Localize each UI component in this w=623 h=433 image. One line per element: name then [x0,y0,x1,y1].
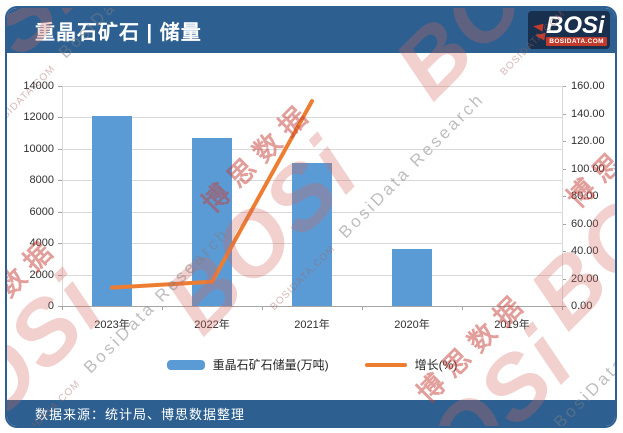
right-axis-tick-label: 160.00 [571,80,605,92]
legend-label-line: 增长(%) [414,358,458,372]
right-axis-tick-label: 40.00 [571,245,599,257]
page-title: 重晶石矿石 | 储量 [35,22,202,44]
legend: 重晶石矿石储量(万吨) 增长(%) [62,356,562,373]
x-axis-tick [462,306,463,310]
x-axis-line [62,306,562,307]
x-axis-label: 2022年 [194,319,230,331]
x-axis-tick [362,306,363,310]
header-bar: 重晶石矿石 | 储量 BOSi BOSIDATA.COM [7,8,615,53]
legend-item-line: 增长(%) [364,356,458,373]
left-axis-tick-label: 0 [47,300,54,312]
left-axis-tick [58,180,62,182]
logo-chevron-icon [534,31,546,41]
right-axis-tick-label: 0.00 [571,300,593,312]
data-source: 数据来源：统计局、博思数据整理 [35,406,246,422]
x-axis-label: 2023年 [94,319,130,331]
right-axis-tick [562,141,566,142]
x-axis-tick [262,306,263,310]
x-axis-label: 2021年 [294,319,330,331]
right-axis-tick-label: 100.00 [571,162,605,175]
growth-line [110,99,314,290]
x-axis-tick [562,306,563,310]
left-axis-tick-label: 4000 [29,237,54,250]
left-axis-tick [58,274,62,276]
gridline [62,86,562,87]
right-axis-tick [562,306,566,307]
right-axis-tick [562,223,566,225]
x-axis-label: 2019年 [494,319,530,331]
logo-chevron-icon [532,22,544,32]
left-axis-tick-label: 10000 [23,142,54,155]
left-axis-tick [58,211,62,213]
right-axis-tick [562,278,566,280]
footer-bar: 数据来源：统计局、博思数据整理 [7,400,615,426]
logo-domain: BOSIDATA.COM [546,37,607,46]
bar-series-swatch [166,359,205,370]
right-axis-tick-label: 20.00 [571,272,599,285]
right-axis-tick [562,196,566,197]
left-axis-tick-label: 14000 [23,80,54,92]
right-axis-tick [562,86,566,87]
bar-2023年 [92,115,132,306]
x-axis-label: 2020年 [394,319,430,331]
left-axis-tick-label: 12000 [23,111,54,124]
logo-text: BOSi [546,12,605,39]
left-axis-tick [58,306,62,307]
right-axis-tick-label: 140.00 [571,107,605,120]
left-axis-tick [58,148,62,150]
right-axis-tick-label: 120.00 [571,135,605,147]
legend-label-bar: 重晶石矿石储量(万吨) [212,358,329,372]
right-axis-tick [562,251,566,252]
right-axis-tick-label: 60.00 [571,217,599,230]
right-axis-tick [562,168,566,170]
right-axis-tick-label: 80.00 [571,190,599,202]
left-axis-tick-label: 6000 [29,205,54,218]
gridline [62,148,562,150]
plot-area: 14000 12000 10000 8000 6000 4000 2000 0 160.00 14… [23,80,604,331]
bar-2021年 [292,163,332,306]
plot-left-edge [62,86,63,306]
x-axis-tick [162,306,163,310]
plot-right-edge [562,86,563,306]
left-axis-tick [58,86,62,87]
legend-item-bar: 重晶石矿石储量(万吨) [166,356,329,373]
right-axis-tick [562,113,566,115]
gridline [62,117,562,119]
left-axis-tick-label: 2000 [29,268,54,281]
line-series-swatch [364,362,407,367]
growth-line-svg [110,99,314,290]
left-axis-tick [58,117,62,119]
chart-card: 重晶石矿石 | 储量 BOSi BOSIDATA.COM 14000 12000 1… [5,6,617,428]
left-axis-tick [58,243,62,245]
bosi-logo: BOSi BOSIDATA.COM [528,11,610,49]
x-axis-tick [62,306,63,310]
left-axis-tick-label: 8000 [29,174,54,187]
bar-2020年 [392,248,432,306]
